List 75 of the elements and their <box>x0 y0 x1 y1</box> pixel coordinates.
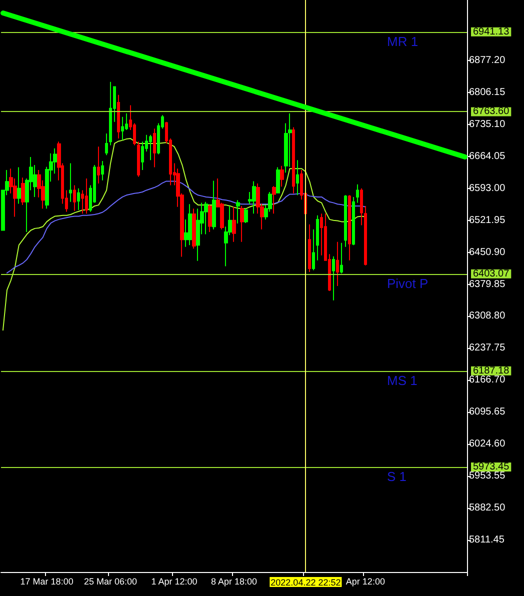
y-tick-label: 5953.55 <box>469 470 506 482</box>
ref-line-label: 6187.18 <box>473 365 510 376</box>
ref-line-label: 6403.07 <box>473 268 510 280</box>
y-tick-label: 6237.75 <box>469 342 506 354</box>
candlestick <box>364 205 367 266</box>
line-series <box>6 180 366 274</box>
x-tick-label: 2022.04.22 22:52 <box>270 578 341 588</box>
candlestick <box>109 81 112 146</box>
x-tick-label: 8 Apr 18:00 <box>210 576 258 586</box>
candlestick <box>352 196 355 246</box>
x-tick-label: 1 Apr 12:00 <box>151 576 198 586</box>
y-tick-label: 5811.45 <box>469 534 505 546</box>
candlestick <box>252 180 256 214</box>
annotation: MR 1 <box>387 34 418 49</box>
line-series <box>2 138 366 331</box>
candlestick <box>276 166 280 194</box>
candlestick <box>101 160 104 181</box>
candlestick <box>308 224 311 273</box>
candlestick <box>153 128 156 168</box>
candlestick <box>17 166 21 204</box>
candlestick <box>97 146 100 184</box>
candlestick <box>208 204 212 233</box>
y-tick-label: 6308.80 <box>469 310 506 322</box>
candlestick <box>73 184 76 212</box>
x-tick-label: 25 Mar 06:00 <box>84 576 138 586</box>
candlestick <box>149 134 152 161</box>
candlestick <box>312 228 315 271</box>
candlestick <box>356 184 359 204</box>
candlestick <box>296 160 299 196</box>
candlestick <box>280 165 284 188</box>
candlestick <box>348 194 351 261</box>
x-tick-label: 17 Mar 18:00 <box>20 576 74 586</box>
ref-line-label: 6763.60 <box>473 106 510 118</box>
y-tick-label: 6450.90 <box>469 246 506 258</box>
y-tick-label: 6735.10 <box>469 119 506 130</box>
candlestick <box>236 200 240 224</box>
y-tick-label: 6521.95 <box>469 214 506 226</box>
candlestick <box>85 178 88 214</box>
x-tick-label: Apr 12:00 <box>346 576 385 586</box>
annotation: S 1 <box>387 469 407 484</box>
y-tick-label: 5882.50 <box>469 502 506 514</box>
candlestick <box>188 204 192 246</box>
candlestick <box>105 133 108 156</box>
candlestick <box>204 201 208 235</box>
annotation: MS 1 <box>387 372 418 388</box>
candlestick <box>340 242 343 274</box>
y-tick-label: 6593.00 <box>469 182 506 194</box>
ref-line-label: 6941.13 <box>473 26 510 38</box>
candlestick <box>69 162 72 202</box>
candlestick <box>192 208 196 250</box>
candlestick <box>336 241 339 286</box>
y-tick-label: 6664.05 <box>469 150 506 162</box>
candlestick <box>137 141 140 178</box>
candlestick <box>21 177 25 206</box>
y-tick-label: 6024.60 <box>469 438 506 450</box>
candlestick <box>272 186 276 214</box>
y-tick-label: 6379.85 <box>469 278 506 290</box>
candlestick <box>360 188 363 226</box>
candlestick <box>332 256 335 301</box>
y-tick-label: 6095.65 <box>469 406 506 418</box>
y-tick-label: 6877.20 <box>469 55 506 66</box>
candlestick <box>117 94 120 140</box>
ref-line-label: 5973.45 <box>473 462 510 473</box>
candlestick <box>212 180 216 230</box>
candlestick <box>316 214 319 261</box>
candlestick <box>240 205 244 242</box>
candlestick <box>244 208 248 224</box>
candlestick <box>344 194 347 248</box>
y-tick-label: 6166.70 <box>469 374 506 386</box>
candlestick <box>77 188 80 211</box>
y-tick-label: 6806.15 <box>469 87 506 98</box>
candlestick <box>232 206 236 242</box>
annotation: Pivot P <box>387 276 428 291</box>
candlestick <box>121 116 124 141</box>
candlestick <box>292 126 295 194</box>
